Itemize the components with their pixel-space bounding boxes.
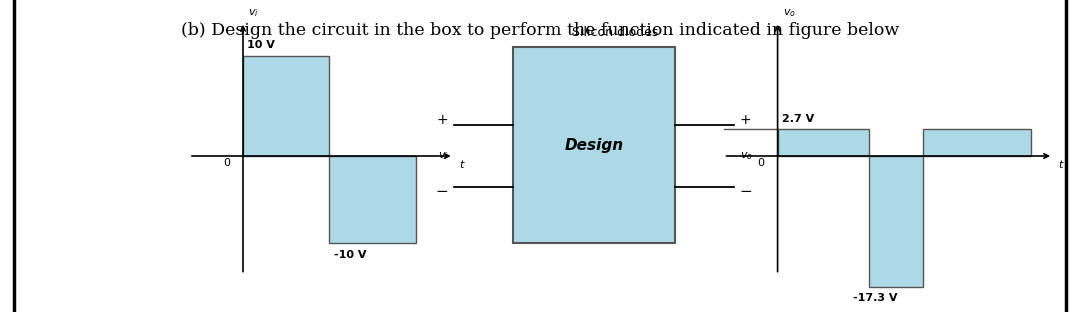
Bar bbox=[243, 56, 329, 156]
Text: $v_i$: $v_i$ bbox=[437, 150, 448, 162]
Text: 10 V: 10 V bbox=[247, 40, 275, 50]
Bar bbox=[923, 129, 1031, 156]
Text: -17.3 V: -17.3 V bbox=[852, 293, 897, 303]
Text: Design: Design bbox=[565, 138, 623, 153]
Text: −: − bbox=[435, 184, 448, 199]
Text: (b) Design the circuit in the box to perform the function indicated in figure be: (b) Design the circuit in the box to per… bbox=[180, 22, 900, 39]
Text: $v_o$: $v_o$ bbox=[740, 150, 753, 162]
Text: -10 V: -10 V bbox=[334, 250, 366, 260]
Text: $t$: $t$ bbox=[459, 158, 465, 169]
Bar bbox=[778, 129, 869, 156]
Bar bbox=[513, 47, 675, 243]
Bar bbox=[869, 156, 923, 287]
Text: Silicon diodes: Silicon diodes bbox=[572, 26, 659, 39]
Text: $v_i$: $v_i$ bbox=[248, 7, 259, 19]
Text: $v_o$: $v_o$ bbox=[783, 7, 796, 19]
Text: 2.7 V: 2.7 V bbox=[782, 115, 814, 124]
Text: +: + bbox=[740, 113, 752, 127]
Text: $t$: $t$ bbox=[1058, 158, 1065, 169]
Bar bbox=[329, 156, 416, 243]
Text: 0: 0 bbox=[224, 158, 230, 168]
Text: 0: 0 bbox=[758, 158, 765, 168]
Text: −: − bbox=[740, 184, 753, 199]
Text: +: + bbox=[436, 113, 448, 127]
